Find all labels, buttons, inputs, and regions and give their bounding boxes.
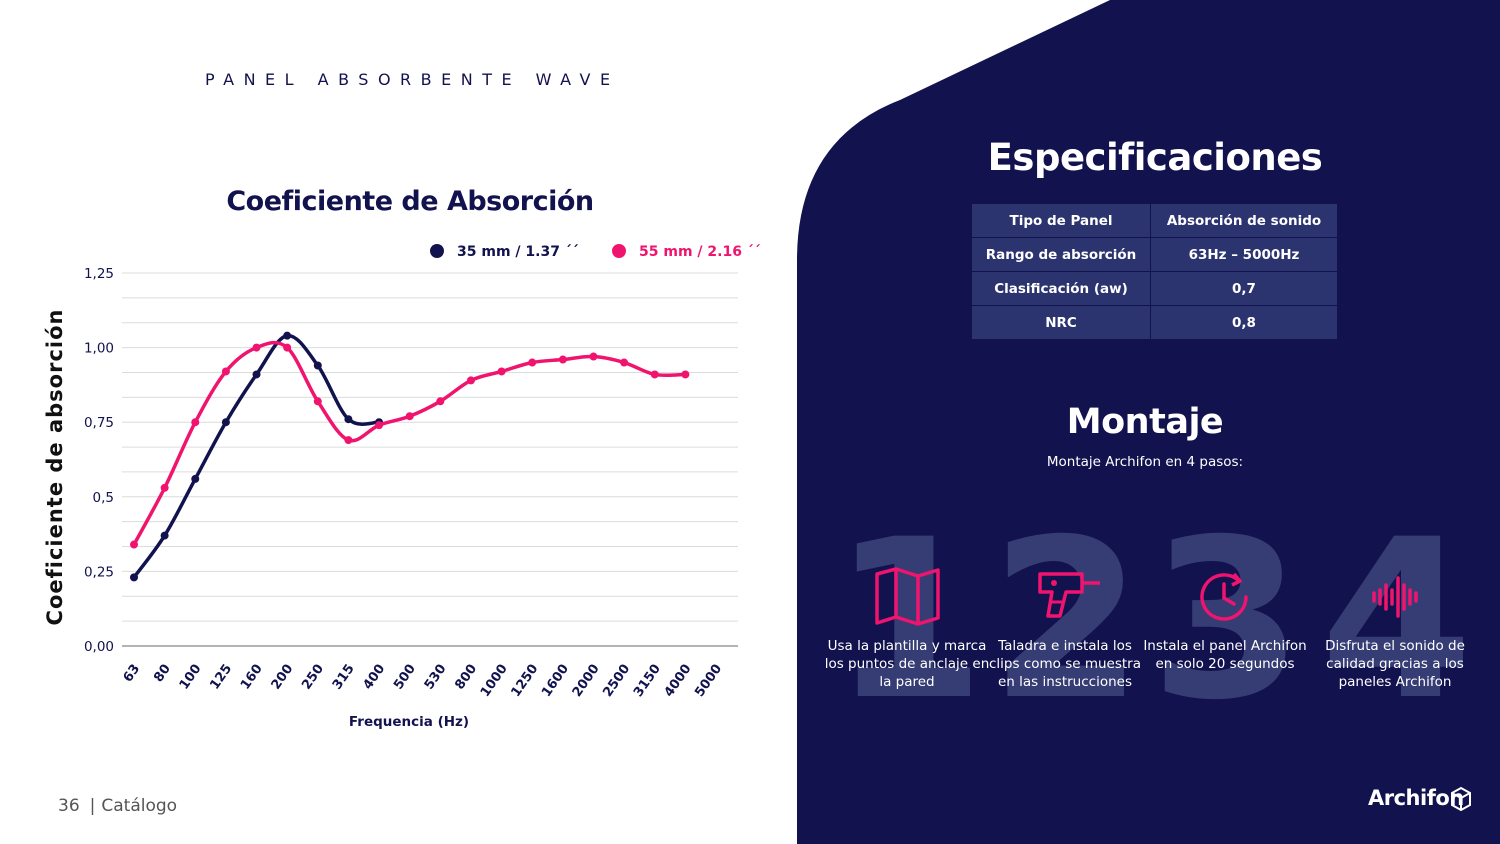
x-tick-label: 4000 bbox=[662, 662, 695, 700]
x-tick-label: 125 bbox=[207, 662, 235, 693]
data-point bbox=[650, 370, 659, 379]
data-point bbox=[528, 358, 537, 367]
y-tick-label: 1,00 bbox=[84, 341, 114, 357]
data-point bbox=[283, 343, 292, 352]
data-point bbox=[130, 573, 138, 582]
data-point bbox=[252, 370, 261, 379]
data-point bbox=[130, 540, 138, 549]
montaje-step-1: 1 Usa la plantilla y marca los puntos de… bbox=[825, 510, 990, 730]
montaje-step-2: 2 Taladra e instala los clips como se mu… bbox=[989, 510, 1143, 730]
specs-row: Clasificación (aw) 0,7 bbox=[971, 271, 1338, 306]
x-tick-label: 200 bbox=[269, 662, 297, 693]
specs-title: Especificaciones bbox=[987, 136, 1323, 179]
step-text: Instala el panel Archifon en solo 20 seg… bbox=[1143, 638, 1307, 672]
y-tick-label: 0,00 bbox=[84, 639, 114, 655]
data-point bbox=[252, 343, 261, 352]
step-number: 4 bbox=[1320, 492, 1474, 748]
sound-wave-icon bbox=[1372, 576, 1418, 618]
specs-cell: Rango de absorción bbox=[971, 237, 1151, 272]
specs-header-cell: Tipo de Panel bbox=[971, 203, 1151, 238]
y-tick-label: 0,75 bbox=[84, 415, 114, 431]
specs-cell: 0,8 bbox=[1150, 305, 1338, 340]
x-tick-label: 315 bbox=[330, 662, 358, 693]
x-tick-label: 2500 bbox=[600, 662, 633, 700]
legend-label: 35 mm / 1.37 ´´ bbox=[457, 244, 579, 260]
specs-header-cell: Absorción de sonido bbox=[1150, 203, 1338, 238]
x-axis-label: Frequencia (Hz) bbox=[349, 714, 469, 730]
montaje-step-3: 3 Instala el panel Archifon en solo 20 s… bbox=[1143, 510, 1306, 730]
x-tick-label: 63 bbox=[121, 662, 144, 685]
montaje-title: Montaje bbox=[1066, 402, 1224, 442]
clock-timer-icon bbox=[1200, 572, 1248, 621]
x-tick-label: 500 bbox=[391, 662, 419, 693]
footer: 36 | Catálogo bbox=[58, 796, 178, 816]
y-axis-label: Coeficiente de absorción bbox=[43, 309, 67, 626]
specs-row: Rango de absorción 63Hz – 5000Hz bbox=[971, 237, 1338, 272]
y-tick-label: 0,25 bbox=[84, 564, 114, 580]
specs-table: Tipo de Panel Absorción de sonido Rango … bbox=[971, 203, 1338, 340]
step-text: Usa la plantilla y marca los puntos de a… bbox=[824, 638, 990, 690]
x-tick-label: 400 bbox=[360, 662, 388, 693]
data-point bbox=[681, 370, 690, 379]
data-point bbox=[160, 483, 169, 492]
data-point bbox=[466, 376, 475, 385]
data-point bbox=[436, 397, 445, 406]
footer-section: Catálogo bbox=[101, 796, 178, 816]
data-point bbox=[313, 361, 322, 370]
data-point bbox=[313, 397, 322, 406]
legend-marker bbox=[430, 244, 444, 258]
data-point bbox=[283, 331, 292, 340]
data-point bbox=[405, 412, 414, 421]
legend-marker bbox=[612, 244, 626, 258]
montaje-subtitle: Montaje Archifon en 4 pasos: bbox=[1046, 454, 1244, 470]
data-point bbox=[558, 355, 567, 364]
specs-cell: Clasificación (aw) bbox=[971, 271, 1151, 306]
data-point bbox=[344, 415, 353, 424]
x-tick-label: 1600 bbox=[539, 662, 572, 700]
specs-row: NRC 0,8 bbox=[971, 305, 1338, 340]
data-point bbox=[191, 474, 200, 483]
y-tick-label: 1,25 bbox=[84, 266, 114, 282]
x-tick-label: 5000 bbox=[692, 662, 725, 700]
data-point bbox=[160, 531, 169, 540]
chart-title: Coeficiente de Absorción bbox=[226, 186, 594, 217]
page-header-title: PANEL ABSORBENTE WAVE bbox=[205, 70, 620, 89]
x-tick-label: 1250 bbox=[508, 662, 541, 700]
data-point bbox=[589, 352, 598, 361]
legend-label: 55 mm / 2.16 ´´ bbox=[639, 244, 761, 260]
step-text: Disfruta el sonido de calidad gracias a … bbox=[1325, 638, 1465, 690]
page-number: 36 bbox=[58, 796, 80, 816]
step-text: Taladra e instala los clips como se mues… bbox=[989, 638, 1141, 690]
archifon-logo-mark bbox=[1451, 786, 1471, 811]
data-point bbox=[344, 436, 353, 445]
specs-header-row: Tipo de Panel Absorción de sonido bbox=[971, 203, 1338, 238]
x-tick-label: 1000 bbox=[478, 662, 511, 700]
x-tick-label: 2000 bbox=[570, 662, 603, 700]
specs-cell: 0,7 bbox=[1150, 271, 1338, 306]
x-tick-label: 250 bbox=[299, 662, 327, 693]
specs-cell: 63Hz – 5000Hz bbox=[1150, 237, 1338, 272]
x-tick-label: 800 bbox=[452, 662, 480, 693]
map-template-icon bbox=[875, 567, 940, 626]
data-point bbox=[191, 418, 200, 427]
y-tick-label: 0,5 bbox=[93, 490, 114, 506]
x-tick-label: 80 bbox=[151, 662, 174, 685]
archifon-logo: Archifon bbox=[1368, 786, 1464, 810]
data-point bbox=[375, 421, 384, 430]
x-tick-label: 160 bbox=[238, 662, 266, 693]
data-point bbox=[497, 367, 506, 376]
step-number: 2 bbox=[990, 492, 1144, 748]
drill-icon bbox=[1038, 572, 1100, 618]
montaje-step-4: 4 Disfruta el sonido de calidad gracias … bbox=[1320, 510, 1473, 730]
x-tick-label: 100 bbox=[177, 662, 205, 693]
data-point bbox=[620, 358, 629, 367]
x-tick-label: 3150 bbox=[631, 662, 664, 700]
data-point bbox=[221, 367, 230, 376]
data-point bbox=[221, 418, 230, 427]
specs-cell: NRC bbox=[971, 305, 1151, 340]
x-tick-label: 530 bbox=[422, 662, 450, 693]
